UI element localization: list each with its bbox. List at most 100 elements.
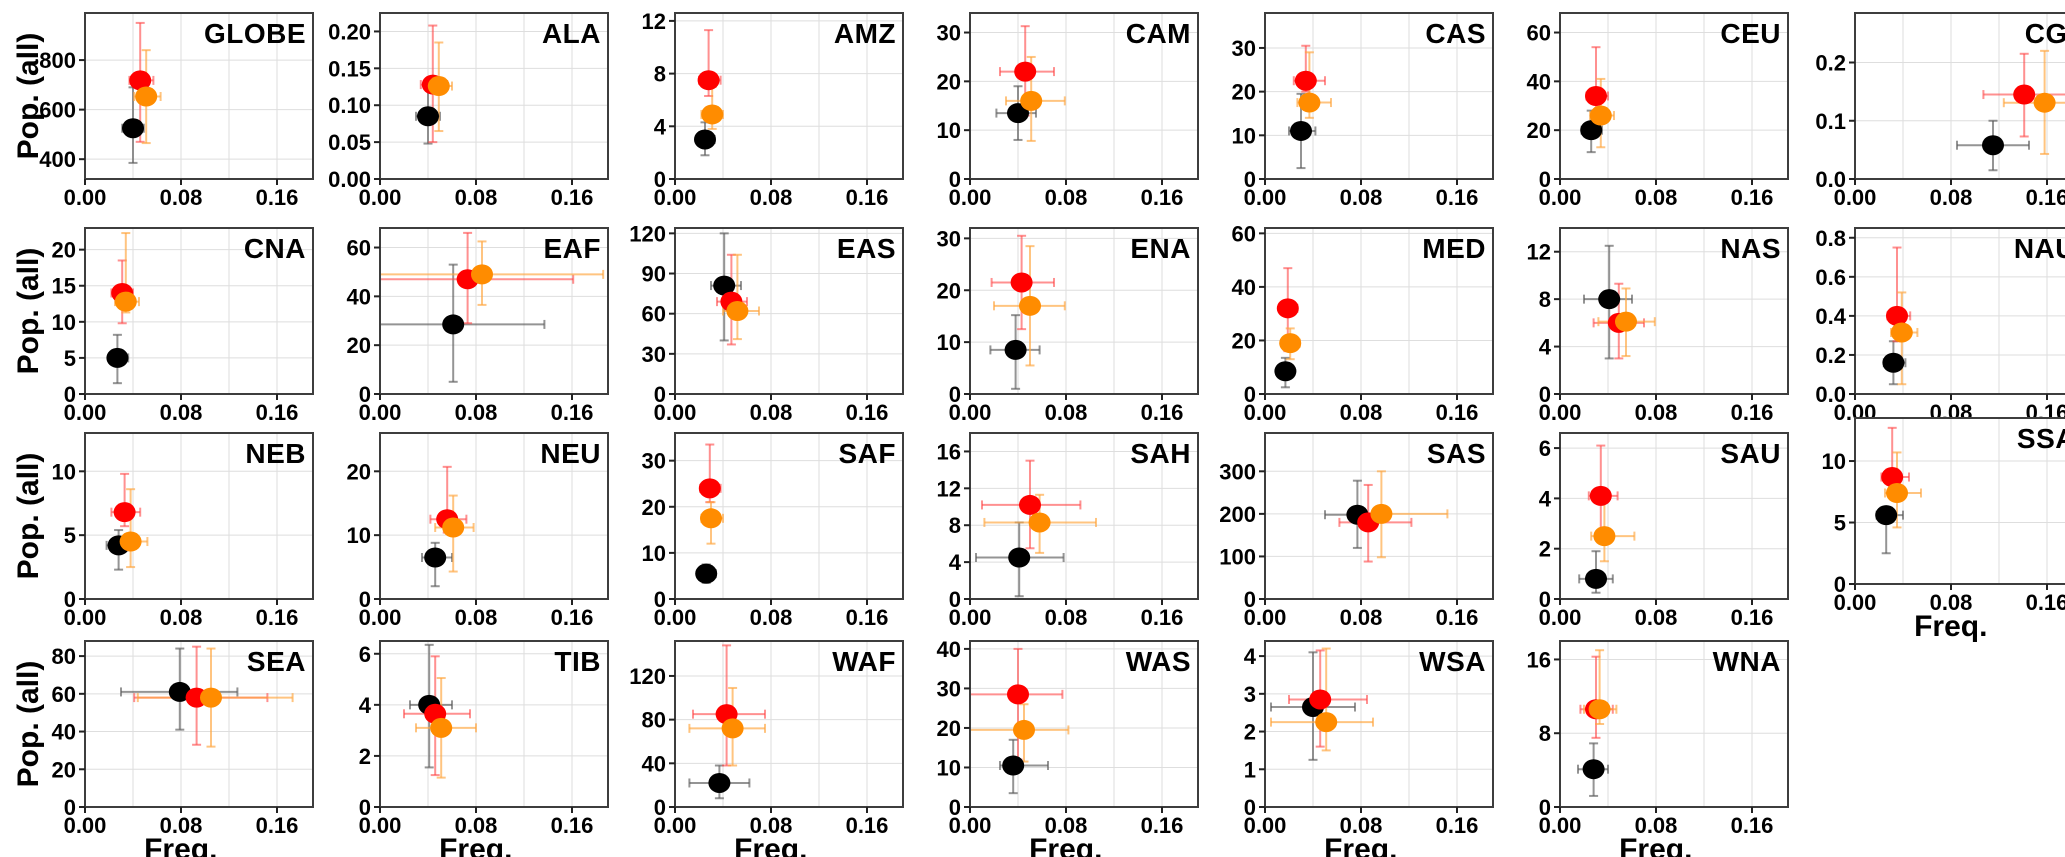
panel-frame [1559, 432, 1789, 600]
y-tick-label: 0 [64, 795, 76, 820]
x-tick-label: 0.00 [654, 400, 697, 425]
y-tick-label: 0 [949, 382, 961, 407]
x-tick-label: 0.16 [1731, 813, 1774, 838]
panel-title: GLOBE [204, 18, 306, 49]
panel-title: EAF [544, 233, 602, 264]
y-tick-label: 0 [359, 795, 371, 820]
marker-red [697, 70, 720, 91]
y-tick-label: 30 [1232, 36, 1256, 61]
y-tick-label: 20 [937, 716, 961, 741]
panel-frame [1854, 227, 2065, 395]
x-tick-label: 0.08 [750, 813, 793, 838]
panel-frame [969, 12, 1199, 180]
x-tick-label: 0.00 [1539, 400, 1582, 425]
panel-title: SAS [1427, 438, 1486, 469]
x-tick-label: 0.16 [256, 605, 299, 630]
x-axis-label: Freq. [1029, 833, 1102, 857]
panel-frame [969, 227, 1199, 395]
x-tick-label: 0.16 [1141, 400, 1184, 425]
y-tick-label: 30 [937, 226, 961, 251]
y-tick-label: 8 [654, 62, 666, 87]
plot-area [1265, 228, 1493, 394]
panel-NAS: 0.00 0.08 0.16 0 4 8 12 NAS [1527, 227, 1789, 425]
marker-black [1580, 120, 1603, 141]
y-tick-label: 300 [1219, 459, 1256, 484]
panel-frame [1264, 432, 1494, 600]
panel-title: NAS [1720, 233, 1781, 264]
plot-area [970, 641, 1198, 807]
y-tick-label: 20 [937, 69, 961, 94]
panel-title: TIB [554, 646, 601, 677]
marker-orange [1588, 699, 1611, 720]
y-tick-label: 0 [1539, 587, 1551, 612]
y-tick-label: 120 [629, 664, 666, 689]
y-tick-label: 80 [642, 708, 666, 733]
x-tick-label: 0.16 [551, 605, 594, 630]
y-tick-label: 0 [654, 382, 666, 407]
x-tick-label: 0.00 [359, 605, 402, 630]
y-tick-label: 600 [39, 98, 76, 123]
y-tick-label: 800 [39, 48, 76, 73]
plot-area [1265, 641, 1493, 807]
marker-black [417, 106, 439, 127]
panel-frame [84, 432, 314, 600]
y-tick-label: 2 [1244, 720, 1256, 745]
panel-ALA: 0.00 0.08 0.16 0.00 0.05 0.10 0.15 0.20 ALA [328, 12, 609, 210]
x-tick-label: 0.16 [846, 185, 889, 210]
y-tick-label: 0 [654, 167, 666, 192]
panel-title: CNA [244, 233, 306, 264]
plot-area [380, 641, 608, 807]
x-tick-label: 0.16 [256, 813, 299, 838]
panel-title: SSA [2017, 423, 2065, 454]
marker-red [1014, 61, 1037, 82]
y-tick-label: 0 [1244, 795, 1256, 820]
marker-orange [1298, 92, 1321, 113]
y-tick-label: 0 [949, 587, 961, 612]
x-tick-label: 0.00 [654, 813, 697, 838]
marker-black [1882, 352, 1905, 373]
panel-frame [674, 12, 904, 180]
x-axis-label: Freq. [439, 833, 512, 857]
y-tick-label: 60 [642, 302, 666, 327]
x-axis-label: Freq. [734, 833, 807, 857]
panel-title: MED [1422, 233, 1486, 264]
x-tick-label: 0.16 [256, 185, 299, 210]
marker-red [1007, 684, 1029, 705]
y-tick-label: 40 [1527, 69, 1551, 94]
y-axis-label: Pop. (all) [12, 248, 45, 375]
plot-area [970, 433, 1198, 599]
x-tick-label: 0.16 [2026, 185, 2065, 210]
y-tick-label: 0.4 [1815, 304, 1846, 329]
marker-red [1294, 70, 1317, 91]
x-tick-label: 0.08 [1340, 400, 1383, 425]
marker-orange [114, 291, 137, 312]
marker-black [695, 563, 718, 584]
panel-title: WAS [1126, 646, 1191, 677]
x-tick-label: 0.08 [1635, 605, 1678, 630]
marker-black [1585, 568, 1607, 589]
y-tick-label: 0.2 [1815, 343, 1846, 368]
panel-frame [969, 432, 1199, 600]
x-tick-label: 0.00 [64, 400, 107, 425]
x-tick-label: 0.16 [1141, 605, 1184, 630]
marker-orange [1028, 512, 1051, 533]
y-tick-label: 400 [39, 147, 76, 172]
panel-title: AMZ [834, 18, 896, 49]
x-tick-label: 0.16 [1436, 400, 1479, 425]
x-axis-label: Freq. [144, 833, 217, 857]
x-tick-label: 0.08 [455, 400, 498, 425]
y-tick-label: 0 [654, 795, 666, 820]
x-tick-label: 0.16 [846, 605, 889, 630]
panel-title: CGI [2025, 18, 2065, 49]
x-tick-label: 0.08 [1635, 813, 1678, 838]
y-tick-label: 20 [1232, 80, 1256, 105]
y-tick-label: 10 [52, 310, 76, 335]
y-tick-label: 20 [52, 238, 76, 263]
x-tick-label: 0.08 [1930, 590, 1973, 615]
x-tick-label: 0.00 [1244, 605, 1287, 630]
y-tick-label: 60 [52, 682, 76, 707]
y-tick-label: 0.05 [328, 130, 371, 155]
y-tick-label: 6 [1539, 436, 1551, 461]
marker-orange [1370, 503, 1393, 524]
y-tick-label: 0.6 [1815, 265, 1846, 290]
